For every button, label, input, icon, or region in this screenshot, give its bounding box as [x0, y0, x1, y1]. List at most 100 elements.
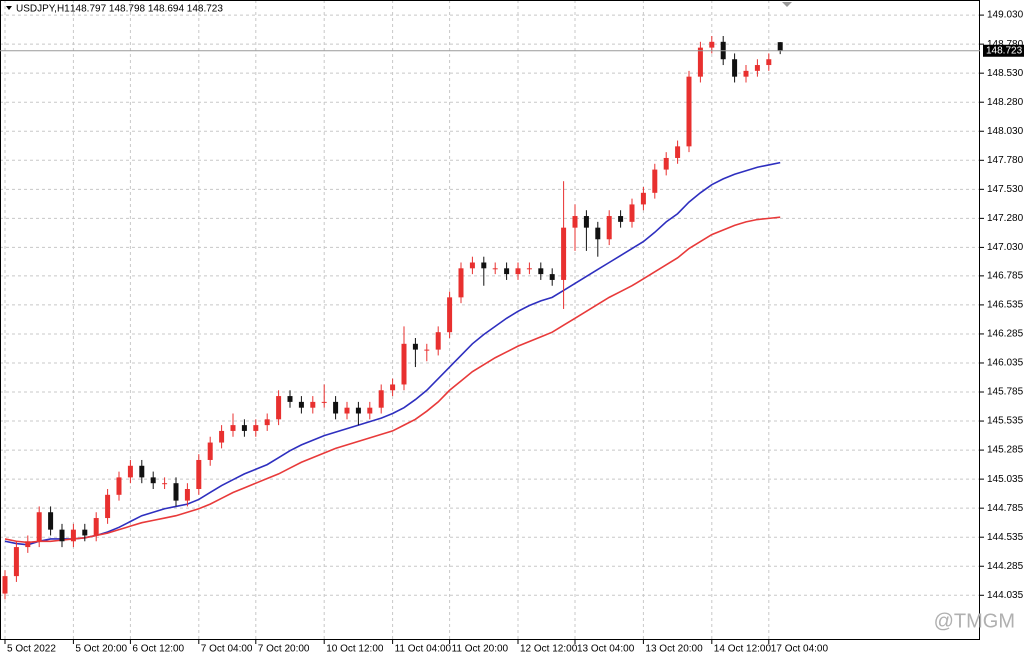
candle-body — [13, 547, 19, 577]
candle-body — [686, 76, 692, 147]
y-tick-label: 148.280 — [987, 97, 1024, 108]
candle-body — [697, 47, 703, 77]
candle-body — [173, 483, 179, 501]
candle-body — [219, 430, 225, 443]
y-tick-label: 144.285 — [987, 561, 1024, 572]
candle-body — [230, 425, 236, 431]
x-tick-label: 6 Oct 12:00 — [132, 644, 184, 655]
candle-body — [241, 425, 247, 431]
candle-body — [287, 396, 293, 402]
candle-body — [583, 216, 589, 228]
x-tick-label: 5 Oct 2022 — [7, 644, 56, 655]
candle-body — [458, 268, 464, 298]
plot-border — [0, 0, 980, 640]
x-tick-label: 11 Oct 04:00 — [395, 644, 452, 655]
y-tick-label: 144.785 — [987, 503, 1024, 514]
y-tick-label: 146.535 — [987, 300, 1024, 311]
candle-body — [2, 576, 8, 594]
candle-body — [435, 332, 441, 350]
candle-body — [150, 477, 156, 484]
x-tick-label: 5 Oct 20:00 — [75, 644, 127, 655]
x-tick-label: 13 Oct 20:00 — [645, 644, 703, 655]
x-tick-label: 11 Oct 20:00 — [452, 644, 509, 655]
candle-body — [504, 268, 510, 275]
candle-body — [709, 41, 715, 48]
y-tick-label: 144.535 — [987, 532, 1024, 543]
candle-body — [606, 216, 612, 240]
candle-body — [196, 459, 202, 490]
y-tick-label: 148.780 — [987, 39, 1024, 50]
candle-body — [424, 349, 430, 351]
candle-body — [116, 477, 122, 495]
candle-body — [93, 518, 99, 536]
candle-body — [310, 401, 316, 408]
candle-body — [777, 42, 783, 51]
y-tick-label: 147.030 — [987, 242, 1024, 253]
y-tick-label: 146.035 — [987, 358, 1024, 369]
ohlc-label: 148.797 148.798 148.694 148.723 — [70, 4, 223, 15]
y-tick-label: 144.035 — [987, 590, 1024, 601]
y-tick-label: 145.285 — [987, 445, 1024, 456]
candle-body — [298, 401, 304, 408]
candles — [2, 36, 783, 600]
candle-body — [70, 529, 76, 542]
candle-body — [492, 268, 498, 270]
moving-average — [4, 216, 781, 544]
candle-body — [207, 442, 213, 460]
shift-marker — [782, 2, 792, 7]
y-tick-label: 146.285 — [987, 329, 1024, 340]
candle-body — [754, 65, 760, 71]
candle-body — [184, 489, 190, 501]
y-tick-label: 145.035 — [987, 474, 1024, 485]
candle-body — [378, 390, 384, 408]
x-tick-label: 10 Oct 12:00 — [326, 644, 384, 655]
symbol-icon — [6, 6, 12, 10]
candle-body — [652, 169, 658, 193]
candle-body — [663, 157, 669, 170]
candle-body — [401, 343, 407, 385]
current-price-box — [983, 44, 1024, 57]
candle-body — [139, 465, 145, 478]
candle-body — [367, 407, 373, 414]
y-tick-label: 145.785 — [987, 387, 1024, 398]
candle-body — [355, 407, 361, 414]
candle-body — [82, 529, 88, 536]
watermark: @TMGM — [934, 610, 1015, 632]
current-price-label: 148.723 — [986, 45, 1023, 56]
candle-body — [390, 384, 396, 391]
candle-body — [561, 227, 567, 280]
y-tick-label: 147.530 — [987, 184, 1024, 195]
axes: 149.030 148.780 148.530 148.280 148.030 147.7… — [0, 10, 1024, 655]
candle-body — [538, 268, 544, 275]
x-tick-label: 7 Oct 20:00 — [258, 644, 310, 655]
moving-averages — [4, 161, 781, 546]
y-tick-label: 146.785 — [987, 271, 1024, 282]
candle-body — [515, 268, 521, 275]
y-tick-label: 149.030 — [987, 10, 1024, 21]
x-tick-label: 12 Oct 12:00 — [520, 644, 578, 655]
chart-title: USDJPY,H1 — [16, 4, 70, 15]
candle-body — [412, 343, 418, 350]
x-tick-label: 17 Oct 04:00 — [771, 644, 829, 655]
x-tick-label: 13 Oct 04:00 — [577, 644, 635, 655]
candle-body — [36, 512, 42, 542]
candle-body — [629, 204, 635, 222]
candle-body — [447, 297, 453, 333]
candle-body — [321, 401, 327, 403]
y-tick-label: 147.780 — [987, 155, 1024, 166]
candle-body — [333, 401, 339, 414]
y-tick-label: 145.535 — [987, 416, 1024, 427]
candle-body — [640, 192, 646, 205]
candle-body — [469, 262, 475, 269]
candle-body — [162, 483, 168, 485]
candle-body — [595, 227, 601, 240]
x-tick-label: 14 Oct 12:00 — [714, 644, 772, 655]
y-tick-label: 147.280 — [987, 213, 1024, 224]
moving-average — [4, 161, 781, 546]
candle-body — [48, 512, 54, 530]
candle-body — [732, 59, 738, 77]
candle-body — [59, 529, 65, 542]
candle-body — [344, 407, 350, 414]
